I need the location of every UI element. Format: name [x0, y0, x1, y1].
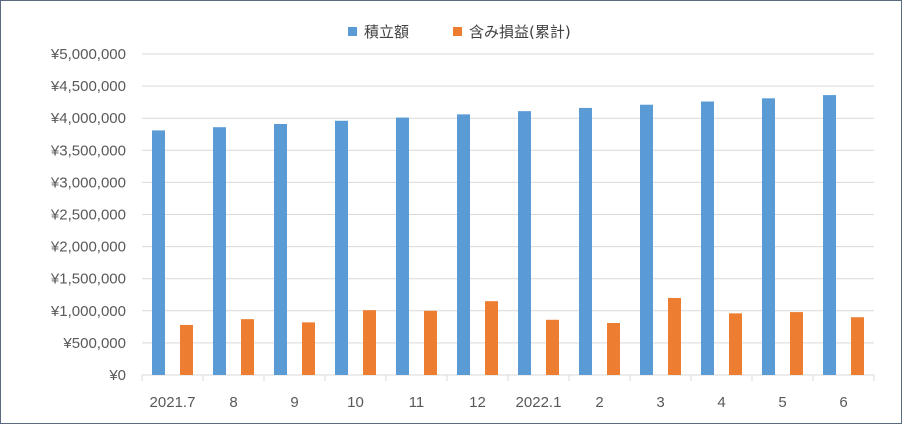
y-tick-label: ¥5,000,000 [50, 46, 126, 63]
x-tick-label: 9 [290, 394, 298, 411]
x-tick-label: 2021.7 [150, 394, 196, 411]
y-tick-label: ¥1,500,000 [50, 271, 126, 288]
y-tick-label: ¥2,500,000 [50, 207, 126, 224]
bar-含み損益 [546, 319, 559, 375]
y-tick-label: ¥3,500,000 [50, 142, 126, 159]
legend-swatch [453, 27, 462, 36]
x-tick-label: 2 [595, 394, 603, 411]
legend: 積立額 含み損益(累計) [348, 23, 571, 41]
y-tick-label: ¥4,500,000 [50, 78, 126, 95]
y-tick-label: ¥1,000,000 [50, 303, 126, 320]
axes [141, 374, 875, 381]
bar-含み損益 [363, 310, 376, 375]
y-tick-label: ¥500,000 [62, 335, 126, 352]
x-tick-label: 2022.1 [516, 394, 562, 411]
bar-含み損益 [180, 324, 193, 375]
bar-含み損益 [424, 310, 437, 375]
bar-積立額 [274, 123, 287, 375]
bar-含み損益 [241, 319, 254, 375]
bar-積立額 [457, 114, 470, 376]
bar-積立額 [335, 120, 348, 375]
bar-含み損益 [790, 312, 803, 375]
x-tick-label: 8 [229, 394, 237, 411]
bar-含み損益 [485, 301, 498, 375]
bar-積立額 [823, 95, 836, 375]
x-tick-label: 12 [469, 394, 486, 411]
y-tick-label: ¥4,000,000 [50, 110, 126, 127]
x-tick-label: 5 [778, 394, 786, 411]
legend-label: 積立額 [364, 23, 409, 41]
legend-swatch [348, 27, 357, 36]
bar-含み損益 [607, 322, 620, 375]
bar-含み損益 [729, 313, 742, 375]
bar-積立額 [518, 111, 531, 375]
x-tick-label: 11 [409, 394, 425, 411]
y-tick-label: ¥2,000,000 [50, 239, 126, 256]
gridlines [142, 53, 874, 344]
bar-含み損益 [668, 297, 681, 375]
bar-積立額 [213, 127, 226, 375]
bar-積立額 [396, 117, 409, 376]
x-tick-label: 6 [839, 394, 847, 411]
bar-含み損益 [851, 317, 864, 375]
bar-積立額 [579, 107, 592, 375]
bar-積立額 [701, 101, 714, 376]
bar-含み損益 [302, 322, 315, 375]
bars [152, 95, 864, 376]
y-tick-label: ¥3,000,000 [50, 174, 126, 191]
x-tick-label: 10 [347, 394, 364, 411]
x-tick-label: 3 [656, 394, 664, 411]
bar-積立額 [152, 130, 165, 375]
bar-積立額 [762, 98, 775, 375]
tick-labels: ¥0 ¥500,000 ¥1,000,000 ¥1,500,000 ¥2,000,000… [50, 46, 848, 411]
bar-積立額 [640, 104, 653, 375]
legend-label: 含み損益(累計) [469, 23, 571, 41]
x-tick-label: 4 [717, 394, 725, 411]
y-tick-label: ¥0 [108, 367, 126, 384]
